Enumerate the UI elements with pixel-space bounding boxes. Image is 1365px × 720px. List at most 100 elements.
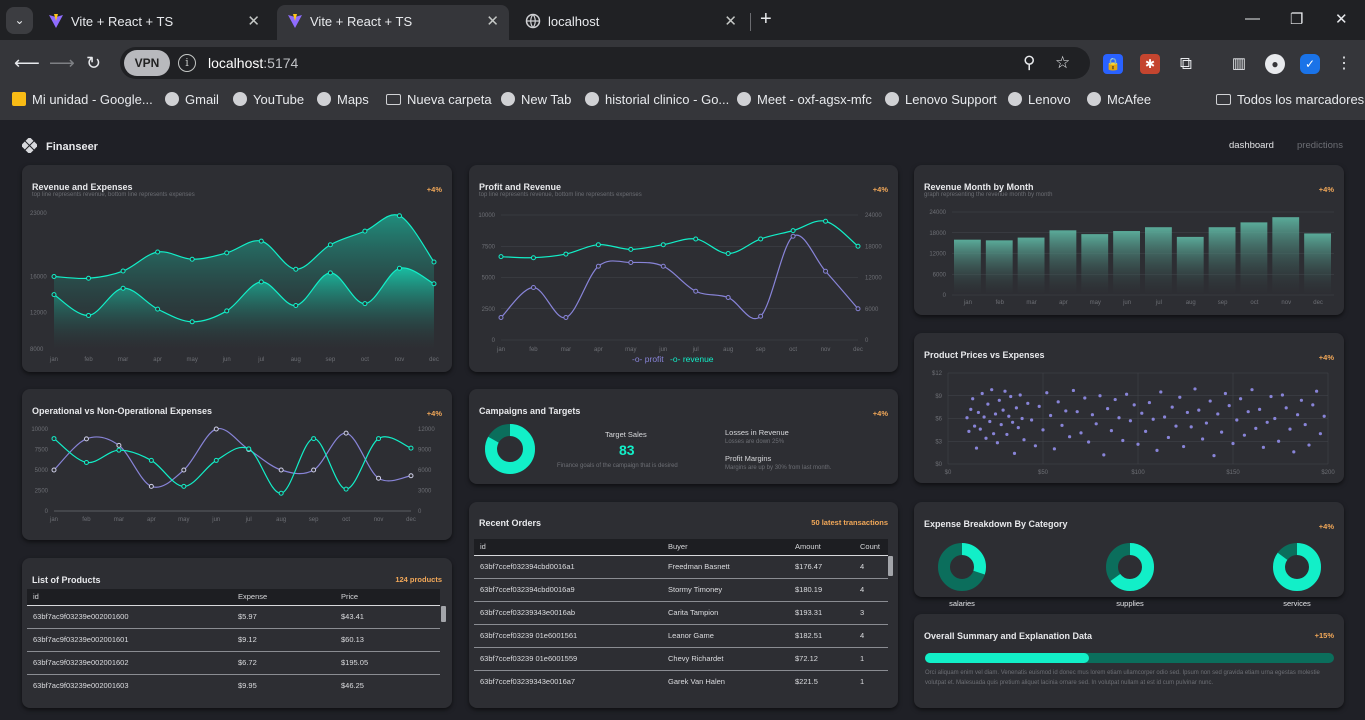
side-panel-icon[interactable]: ▥ [1231,55,1247,72]
nav-dashboard[interactable]: dashboard [1229,140,1274,151]
tab-localhost[interactable]: localhost ✕ [515,5,747,40]
extensions-puzzle-icon[interactable]: ⧉ [1179,54,1193,73]
minimize-button[interactable]: — [1245,10,1260,27]
star-icon[interactable]: ☆ [1055,53,1071,72]
bookmark-drive[interactable]: Mi unidad - Google... [12,92,153,107]
bookmark-new-tab[interactable]: New Tab [501,92,571,107]
panel-badge: +4% [1318,353,1334,362]
vpn-badge[interactable]: VPN [124,50,170,76]
tab-vite-2[interactable]: Vite + React + TS ✕ [277,5,509,40]
scrollbar[interactable] [441,606,446,622]
scatter-point [1208,399,1212,403]
tab-search-button[interactable]: ⌄ [6,7,33,34]
bookmark-lenovo[interactable]: Lenovo [1008,92,1071,107]
bookmark-youtube[interactable]: YouTube [233,92,304,107]
menu-icon[interactable]: ⋮ [1336,55,1352,72]
bar [1049,230,1077,295]
address-bar[interactable]: VPN i localhost:5174 ⚲ ☆ [120,47,1090,79]
tab-separator [750,13,751,31]
bar [1017,237,1045,295]
url-text[interactable]: localhost:5174 [208,55,299,71]
table-row[interactable]: 63bf7ccef032394cbd0016a1 Freedman Basnett… [474,554,888,578]
close-icon[interactable]: ✕ [486,13,499,30]
x-tick-label: oct [361,357,369,363]
scatter-point [1052,447,1056,451]
bookmark-mcafee[interactable]: McAfee [1087,92,1151,107]
x-tick-label: jan [49,517,58,523]
x-tick-label: $200 [1321,470,1335,476]
bookmark-gmail[interactable]: Gmail [165,92,219,107]
table-row[interactable]: 63bf7ccef03239343e0016a7 Garek Van Halen $… [474,669,888,693]
all-bookmarks[interactable]: Todos los marcadores [1216,92,1364,107]
column-header[interactable]: Expense [232,589,335,605]
new-tab-button[interactable]: + [760,8,772,30]
chart-legend: -o- profit -o- revenue [632,354,714,364]
scatter-point [1016,426,1020,430]
brand-name: Finanseer [46,141,98,153]
table-row[interactable]: 63bf7ccef032394cbd0016a9 Stormy Timoney $1… [474,577,888,601]
bookmark-folder[interactable]: Nueva carpeta [386,92,492,107]
operational-chart[interactable]: 0 2500 5000 7500 10000 0 3000 6000 9000 12000 jan f… [22,389,452,540]
zoom-icon[interactable]: ⚲ [1023,53,1036,72]
point-profit [855,306,861,312]
site-info-icon[interactable]: i [178,54,196,72]
bookmark-lenovo-support[interactable]: Lenovo Support [885,92,997,107]
nav-predictions[interactable]: predictions [1297,140,1343,151]
column-header[interactable]: Buyer [662,539,789,555]
profile-avatar[interactable]: ● [1265,54,1285,74]
scatter-point [1212,454,1216,458]
scatter-point [995,441,999,445]
close-icon[interactable]: ✕ [247,13,260,30]
target-value: 83 [619,442,635,458]
y-tick-label: 10000 [31,427,48,433]
y-tick-label: 18000 [929,231,946,237]
close-icon[interactable]: ✕ [724,13,737,30]
column-header[interactable]: Price [335,589,440,605]
scatter-point [984,436,988,440]
password-manager-icon[interactable]: 🔒 [1103,54,1123,74]
x-tick-label: dec [853,347,863,353]
brand[interactable]: Finanseer [22,138,98,153]
y2-tick-label: 6000 [865,307,879,313]
scatter-point [1075,410,1079,414]
column-header[interactable]: Amount [789,539,854,555]
bookmark-meet[interactable]: Meet - oxf-agsx-mfc [737,92,872,107]
point-expenses [293,302,299,308]
shield-icon[interactable]: ✓ [1300,54,1320,74]
back-button[interactable]: ⟵ [14,53,40,73]
table-row[interactable]: 63bf7ccef03239 01e6001559 Chevy Richardet… [474,646,888,670]
close-window-button[interactable]: ✕ [1335,11,1348,28]
product-prices-scatter[interactable]: $0 $3 $6 $9 $12 $0 $50 $100 $150 $200 [914,333,1344,483]
revenue-expenses-chart[interactable]: 8000 12000 16000 23000 jan feb mar apr may jun jul… [22,165,452,372]
column-header[interactable]: id [27,589,232,605]
maximize-button[interactable]: ❐ [1290,11,1304,28]
scatter-point [1090,413,1094,417]
table-row[interactable]: 63bf7ac9f03239e002001600 $5.97 $43.41 [27,604,440,628]
tab-vite-1[interactable]: Vite + React + TS ✕ [38,5,270,40]
y-tick-label: 6000 [933,272,947,278]
forward-button[interactable]: ⟶ [49,53,75,73]
revenue-month-chart[interactable]: 0 6000 12000 18000 24000 jan feb mar apr may jun ju… [914,165,1344,315]
extension-icon[interactable]: ✱ [1140,54,1160,74]
y-tick-label: $3 [935,439,942,445]
bookmark-historial[interactable]: historial clinico - Go... [585,92,729,107]
point-expenses [224,308,230,314]
table-row[interactable]: 63bf7ac9f03239e002001602 $6.72 $195.05 [27,650,440,674]
column-header[interactable]: Count [854,539,888,555]
scrollbar[interactable] [888,556,893,576]
point-revenue [224,250,230,256]
table-row[interactable]: 63bf7ccef03239 01e6001561 Leanor Game $182… [474,623,888,647]
scatter-point [980,391,984,396]
products-table: id Expense Price 63bf7ac9f03239e00200160… [27,589,440,697]
table-row[interactable]: 63bf7ac9f03239e002001603 $9.95 $46.25 [27,673,440,697]
y-tick-label: 12000 [929,252,946,258]
profit-revenue-chart[interactable]: 0 2500 5000 7500 10000 0 6000 12000 18000 24000 ja… [469,165,898,372]
point-expenses [189,319,195,325]
bookmark-maps[interactable]: Maps [317,92,369,107]
reload-button[interactable]: ↻ [86,53,102,73]
scatter-point [1098,394,1102,398]
scatter-point [1003,389,1007,393]
table-row[interactable]: 63bf7ac9f03239e002001601 $9.12 $60.13 [27,627,440,651]
table-row[interactable]: 63bf7ccef03239343e0016ab Carita Tampion $1… [474,600,888,624]
column-header[interactable]: id [474,539,662,555]
